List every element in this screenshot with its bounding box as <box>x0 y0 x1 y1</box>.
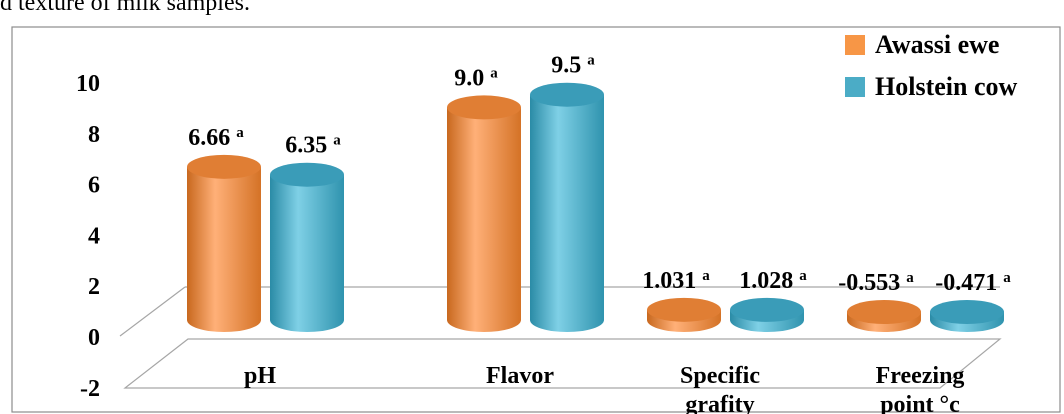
data-label: 1.028 a <box>739 268 807 294</box>
x-tick-label: Freezing <box>876 363 965 389</box>
bar-top <box>930 300 1004 324</box>
legend-label: Holstein cow <box>875 72 1017 101</box>
data-label: 1.031 a <box>642 268 710 294</box>
bar-top <box>730 297 804 322</box>
y-tick-label: 6 <box>88 173 100 199</box>
caption-text: d texture of milk samples. <box>0 0 250 16</box>
bar-top <box>847 300 921 324</box>
legend-label: Awassi ewe <box>875 30 999 59</box>
bar-body <box>270 174 344 332</box>
bar <box>447 95 521 333</box>
bar <box>930 300 1004 332</box>
y-tick-label: -2 <box>80 376 100 402</box>
x-tick-label: grafity <box>685 392 754 414</box>
bar-top <box>530 82 604 107</box>
x-tick-label: pH <box>244 363 276 389</box>
bar-top <box>447 95 521 120</box>
x-tick-label: Flavor <box>486 363 554 389</box>
y-tick-label: 8 <box>88 122 100 148</box>
legend-swatch <box>845 35 865 55</box>
y-tick-label: 2 <box>88 274 100 300</box>
data-label: 6.66 a <box>188 125 244 151</box>
bar <box>647 297 721 332</box>
chart-border <box>11 26 1061 413</box>
bar <box>730 297 804 332</box>
bar-top <box>187 154 261 179</box>
bar-top <box>647 297 721 322</box>
bar <box>187 154 261 332</box>
bar <box>847 300 921 332</box>
bar-body <box>187 166 261 332</box>
data-label: -0.471 a <box>935 270 1011 296</box>
y-tick-label: 4 <box>88 223 100 249</box>
bar-top <box>270 162 344 187</box>
x-tick-label: point °c <box>880 392 960 414</box>
legend-swatch <box>845 77 865 97</box>
x-tick-label: Specific <box>680 363 760 389</box>
bar <box>530 82 604 332</box>
bar-body <box>447 107 521 333</box>
wall-diagonal-line <box>119 286 186 337</box>
data-label: 9.5 a <box>551 53 595 79</box>
bar-body <box>530 94 604 332</box>
y-tick-label: 10 <box>76 71 100 97</box>
bar <box>270 162 344 332</box>
floor-outline <box>123 338 1002 389</box>
data-label: 6.35 a <box>285 133 341 159</box>
y-tick-label: 0 <box>88 325 100 351</box>
data-label: -0.553 a <box>838 270 914 296</box>
data-label: 9.0 a <box>454 65 498 91</box>
